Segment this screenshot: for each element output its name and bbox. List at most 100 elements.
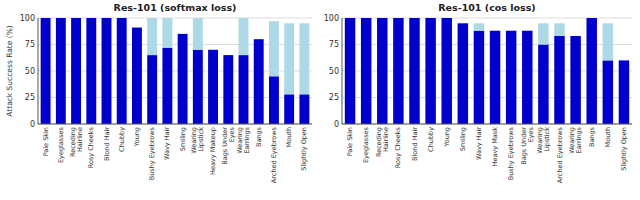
x-tick-label: Smiling xyxy=(179,127,187,151)
x-tick-label: Mouth xyxy=(604,127,612,147)
bar-segment xyxy=(361,18,371,124)
y-tick-label: 75 xyxy=(329,40,339,49)
bar-segment xyxy=(178,33,188,34)
x-tick-label: Eyeglasses xyxy=(362,126,370,163)
bar-segment xyxy=(284,94,294,124)
x-tick-label: Young xyxy=(443,127,451,147)
bar-segment xyxy=(117,18,127,19)
bar-segment xyxy=(284,23,294,94)
bar-segment xyxy=(490,30,500,31)
x-tick-label: Bangs xyxy=(588,126,596,147)
grid-line xyxy=(38,124,312,125)
x-tick-label: Young xyxy=(133,127,141,147)
x-tick-label: Slightly Open xyxy=(300,127,308,171)
bar-segment xyxy=(41,18,51,19)
bar-segment xyxy=(554,23,564,36)
y-tick-label: 100 xyxy=(20,14,35,23)
x-tick-label: Chubby xyxy=(427,127,435,152)
x-tick-label: Wavy Hair xyxy=(163,127,171,160)
bar-segment xyxy=(474,23,484,30)
x-tick-label: Bags UnderEyes xyxy=(221,126,236,164)
bar-segment xyxy=(377,18,387,124)
bar-segment xyxy=(586,18,596,124)
x-tick-label: WearingEarrings xyxy=(236,126,251,153)
bar-segment xyxy=(377,18,387,19)
bar-segment xyxy=(458,23,468,24)
bar-segment xyxy=(603,23,613,60)
figure: 0255075100Pale SkinEyeglassesRecedingHai… xyxy=(0,0,640,200)
bar-segment xyxy=(254,39,264,40)
y-tick-label: 25 xyxy=(25,93,35,102)
bar-segment xyxy=(409,18,419,19)
bar-segment xyxy=(619,60,629,124)
bar-segment xyxy=(299,23,309,94)
bar-segment xyxy=(570,36,580,37)
x-tick-label: Slightly Open xyxy=(620,127,628,171)
x-tick-label: Bushy Eyebrows xyxy=(507,126,515,180)
bar-segment xyxy=(193,18,203,50)
x-tick-label: Smiling xyxy=(459,127,467,151)
bar-segment xyxy=(41,18,51,124)
x-tick-label: Heavy Mask xyxy=(491,127,499,167)
bar-segment xyxy=(299,94,309,124)
bar-segment xyxy=(538,23,548,44)
bar-segment xyxy=(269,21,279,76)
y-tick-label: 75 xyxy=(25,40,35,49)
bar-segment xyxy=(425,18,435,19)
bar-segment xyxy=(522,31,532,124)
y-axis-line xyxy=(342,18,343,124)
bar-segment xyxy=(441,18,451,124)
bar-segment xyxy=(178,34,188,124)
bar-segment xyxy=(208,49,218,50)
bar-segment xyxy=(223,55,233,56)
bar-segment xyxy=(490,31,500,124)
bar-segment xyxy=(554,36,564,124)
x-tick-label: Heavy Makeup xyxy=(209,127,217,175)
chart-title: Res-101 (softmax loss) xyxy=(114,2,237,13)
bar-segment xyxy=(102,18,112,124)
x-tick-label: Mouth xyxy=(285,127,293,147)
x-tick-label: RecedingHairline xyxy=(69,127,84,157)
bar-segment xyxy=(193,50,203,124)
bar-segment xyxy=(239,18,249,55)
grid-line xyxy=(342,124,632,125)
bar-segment xyxy=(86,18,96,19)
bar-segment xyxy=(458,23,468,124)
x-axis-line xyxy=(38,124,312,125)
y-tick-label: 25 xyxy=(329,93,339,102)
bar-segment xyxy=(425,18,435,124)
x-tick-label: Eyeglasses xyxy=(57,126,65,163)
bar-segment xyxy=(570,36,580,124)
bar-segment xyxy=(345,18,355,124)
bar-segment xyxy=(162,48,172,124)
y-axis-line xyxy=(38,18,39,124)
bar-segment xyxy=(361,18,371,19)
x-tick-label: Bushy Eyebrows xyxy=(148,126,156,180)
x-tick-label: WearingLipstick xyxy=(536,127,551,154)
bar-segment xyxy=(603,60,613,124)
x-tick-label: WearingEarrings xyxy=(568,126,583,153)
x-tick-label: Blond Hair xyxy=(411,127,419,161)
x-tick-label: WearingLipstick xyxy=(190,127,205,154)
bar-segment xyxy=(239,55,249,124)
y-tick-label: 100 xyxy=(324,14,339,23)
bars xyxy=(41,18,310,124)
bar-segment xyxy=(56,18,66,124)
y-tick-label: 50 xyxy=(329,67,339,76)
bar-segment xyxy=(522,30,532,31)
bar-segment xyxy=(147,55,157,124)
bar-segment xyxy=(269,76,279,124)
bar-segment xyxy=(474,31,484,124)
chart-title: Res-101 (cos loss) xyxy=(438,2,535,13)
bar-segment xyxy=(86,18,96,124)
chart-panel: 0255075100Pale SkinEyeglassesRecedingHai… xyxy=(324,2,632,183)
y-tick-label: 50 xyxy=(25,67,35,76)
x-tick-label: Blond Hair xyxy=(103,127,111,161)
bar-segment xyxy=(117,18,127,124)
chart-panel: 0255075100Pale SkinEyeglassesRecedingHai… xyxy=(5,2,313,183)
bar-segment xyxy=(441,18,451,19)
x-tick-label: RecedingHairline xyxy=(375,127,390,157)
bar-segment xyxy=(619,60,629,61)
x-tick-label: Bangs xyxy=(255,126,263,147)
x-tick-label: Arched Eyebrows xyxy=(556,126,564,183)
